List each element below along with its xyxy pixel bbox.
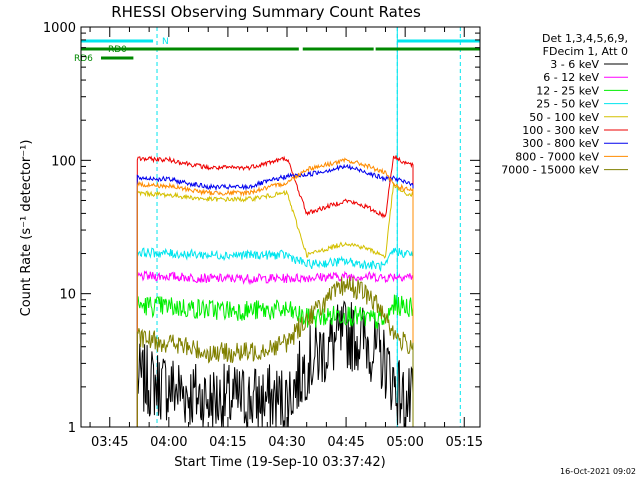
rd6-label: RD6 [74, 54, 93, 64]
y-tick-label: 1000 [43, 21, 76, 36]
series-2-trace [136, 294, 414, 427]
x-tick-label: 04:45 [327, 435, 364, 450]
legend-header-line: FDecim 1, Att 0 [543, 45, 628, 58]
legend-entry-label: 50 - 100 keV [529, 111, 599, 124]
y-axis: 1 10 100 1000 [43, 21, 480, 436]
legend-entry-label: 6 - 12 keV [543, 71, 599, 84]
series-8-trace [136, 276, 414, 427]
series-7-trace [136, 157, 414, 427]
series-5-trace [136, 155, 414, 427]
legend-entry-label: 300 - 800 keV [522, 137, 599, 150]
observing-state-bars: N RD0 RD6 [74, 27, 480, 427]
legend-entry-label: 12 - 25 keV [536, 84, 599, 97]
x-tick-label: 05:15 [446, 435, 483, 450]
legend-entry-label: 3 - 6 keV [550, 58, 599, 71]
series-6-trace [136, 163, 414, 427]
legend-header-line: Det 1,3,4,5,6,9, [542, 32, 628, 45]
x-axis-label: Start Time (19-Sep-10 03:37:42) [174, 455, 385, 470]
x-tick-label: 04:30 [268, 435, 305, 450]
y-tick-label: 10 [59, 288, 76, 303]
rd0-label: RD0 [108, 45, 127, 55]
x-tick-label: 05:00 [386, 435, 423, 450]
series-0-trace [136, 300, 414, 428]
series-1-trace [136, 270, 414, 427]
series-4-trace [136, 181, 414, 427]
plot-frame [80, 26, 481, 428]
series-3-trace [136, 247, 414, 427]
legend-entry-label: 25 - 50 keV [536, 98, 599, 111]
y-tick-label: 1 [68, 421, 76, 436]
series-layer [136, 155, 414, 428]
plot-border [80, 26, 481, 428]
legend: Det 1,3,4,5,6,9,FDecim 1, Att 03 - 6 keV… [501, 32, 628, 177]
legend-entry-label: 100 - 300 keV [522, 124, 599, 137]
legend-entry-label: 800 - 7000 keV [515, 150, 599, 163]
y-tick-label: 100 [51, 154, 76, 169]
chart-title: RHESSI Observing Summary Count Rates [111, 3, 421, 21]
night-label: N [162, 37, 169, 47]
x-tick-label: 04:00 [150, 435, 187, 450]
y-axis-label: Count Rate (s⁻¹ detector⁻¹) [19, 140, 34, 317]
x-tick-label: 04:15 [209, 435, 246, 450]
legend-entry-label: 7000 - 15000 keV [501, 164, 599, 177]
x-tick-label: 03:45 [91, 435, 128, 450]
x-axis: 03:45 04:00 04:15 04:30 04:45 05:00 05:15 [89, 27, 483, 450]
generation-timestamp: 16-Oct-2021 09:02 [560, 467, 636, 476]
